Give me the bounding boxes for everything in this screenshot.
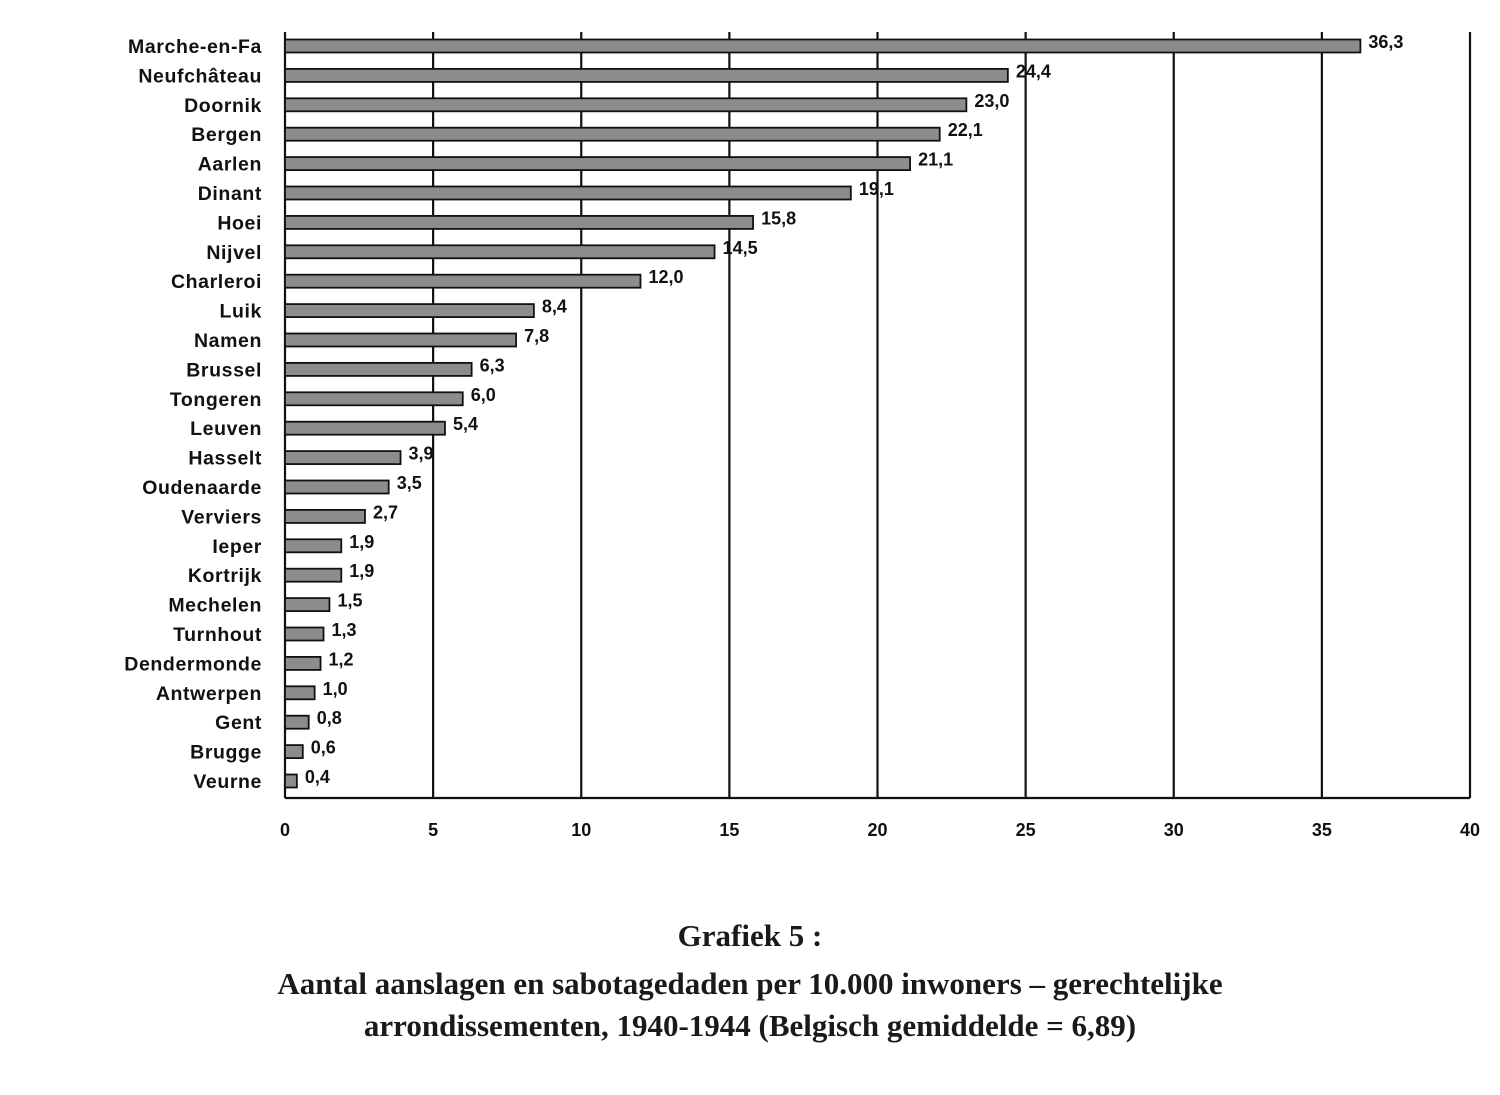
x-tick-label: 40 [1460, 820, 1480, 840]
bar-14 [284, 450, 402, 466]
bar-22 [284, 685, 316, 701]
data-label: 0,6 [311, 738, 336, 758]
data-label: 7,8 [524, 326, 549, 346]
data-label: 12,0 [649, 267, 684, 287]
category-label: Veurne [193, 771, 262, 793]
bar-10 [284, 332, 517, 348]
bar-7 [284, 244, 716, 260]
data-label: 24,4 [1016, 61, 1051, 81]
category-label: Neufchâteau [138, 65, 262, 87]
data-label: 1,9 [349, 561, 374, 581]
bar-0 [284, 38, 1362, 54]
bar-1 [284, 68, 1009, 83]
bar-15 [284, 479, 390, 495]
data-label: 15,8 [761, 208, 796, 228]
data-label: 0,8 [317, 708, 342, 728]
data-label: 1,2 [329, 649, 354, 669]
bar-23 [284, 714, 310, 730]
x-tick-label: 5 [428, 820, 438, 840]
data-label: 1,0 [323, 679, 348, 699]
bar-2 [284, 97, 968, 113]
x-tick-label: 10 [571, 820, 591, 840]
bar-18 [284, 567, 343, 583]
category-label: Turnhout [173, 624, 262, 646]
category-label: Dinant [198, 183, 262, 205]
x-tick-label: 30 [1164, 820, 1184, 840]
data-label: 6,0 [471, 385, 496, 405]
category-label: Charleroi [171, 271, 262, 293]
category-label: Ieper [212, 536, 262, 558]
category-label: Tongeren [170, 389, 262, 411]
category-label: Bergen [191, 124, 262, 146]
category-label: Antwerpen [156, 683, 262, 705]
x-tick-label: 25 [1016, 820, 1036, 840]
bar-5 [284, 185, 852, 201]
data-label: 8,4 [542, 297, 567, 317]
chart-caption-line2: arrondissementen, 1940-1944 (Belgisch ge… [363, 1008, 1137, 1043]
data-label: 36,3 [1368, 32, 1403, 52]
data-label: 1,5 [337, 591, 362, 611]
category-label: Marche-en-Fa [128, 36, 262, 58]
category-label: Leuven [190, 418, 262, 440]
category-label: Brugge [190, 742, 262, 764]
bar-21 [284, 656, 322, 671]
data-label: 2,7 [373, 502, 398, 522]
data-label: 1,3 [332, 620, 357, 640]
data-label: 5,4 [453, 414, 478, 434]
data-label: 19,1 [859, 179, 894, 199]
category-label: Gent [215, 712, 262, 734]
data-label: 21,1 [918, 150, 953, 170]
bar-19 [284, 597, 331, 612]
category-label: Oudenaarde [142, 477, 262, 499]
bar-4 [284, 156, 911, 172]
category-label: Doornik [184, 95, 262, 117]
bar-20 [284, 626, 325, 642]
bar-11 [284, 361, 473, 377]
bar-3 [284, 126, 941, 142]
category-label: Verviers [181, 506, 262, 528]
bar-13 [284, 420, 446, 436]
bar-24 [284, 744, 304, 759]
category-label: Nijvel [206, 242, 262, 264]
data-label: 1,9 [349, 532, 374, 552]
category-label: Kortrijk [188, 565, 262, 587]
category-label: Hoei [217, 212, 262, 234]
category-label: Hasselt [188, 448, 262, 470]
bar-25 [284, 773, 298, 789]
x-tick-label: 20 [867, 820, 887, 840]
x-tick-label: 0 [280, 820, 290, 840]
category-label: Luik [220, 301, 263, 323]
data-label: 22,1 [948, 120, 983, 140]
x-tick-label: 15 [719, 820, 739, 840]
bar-17 [284, 538, 343, 554]
bar-6 [284, 214, 754, 230]
data-label: 3,9 [409, 444, 434, 464]
chart-caption-number: Grafiek 5 : [677, 918, 823, 953]
data-label: 14,5 [723, 238, 758, 258]
bar-8 [284, 273, 642, 289]
category-label: Dendermonde [124, 653, 262, 675]
data-label: 6,3 [480, 355, 505, 375]
bar-9 [284, 303, 535, 319]
category-label: Aarlen [198, 154, 262, 176]
chart-caption-line1: Aantal aanslagen en sabotagedaden per 10… [277, 966, 1223, 1001]
bar-12 [284, 391, 464, 407]
x-tick-label: 35 [1312, 820, 1332, 840]
data-label: 0,4 [305, 767, 330, 787]
data-label: 23,0 [974, 91, 1009, 111]
bar-16 [284, 508, 366, 524]
category-label: Mechelen [168, 595, 262, 617]
data-label: 3,5 [397, 473, 422, 493]
category-label: Namen [194, 330, 262, 352]
category-label: Brussel [186, 359, 262, 381]
